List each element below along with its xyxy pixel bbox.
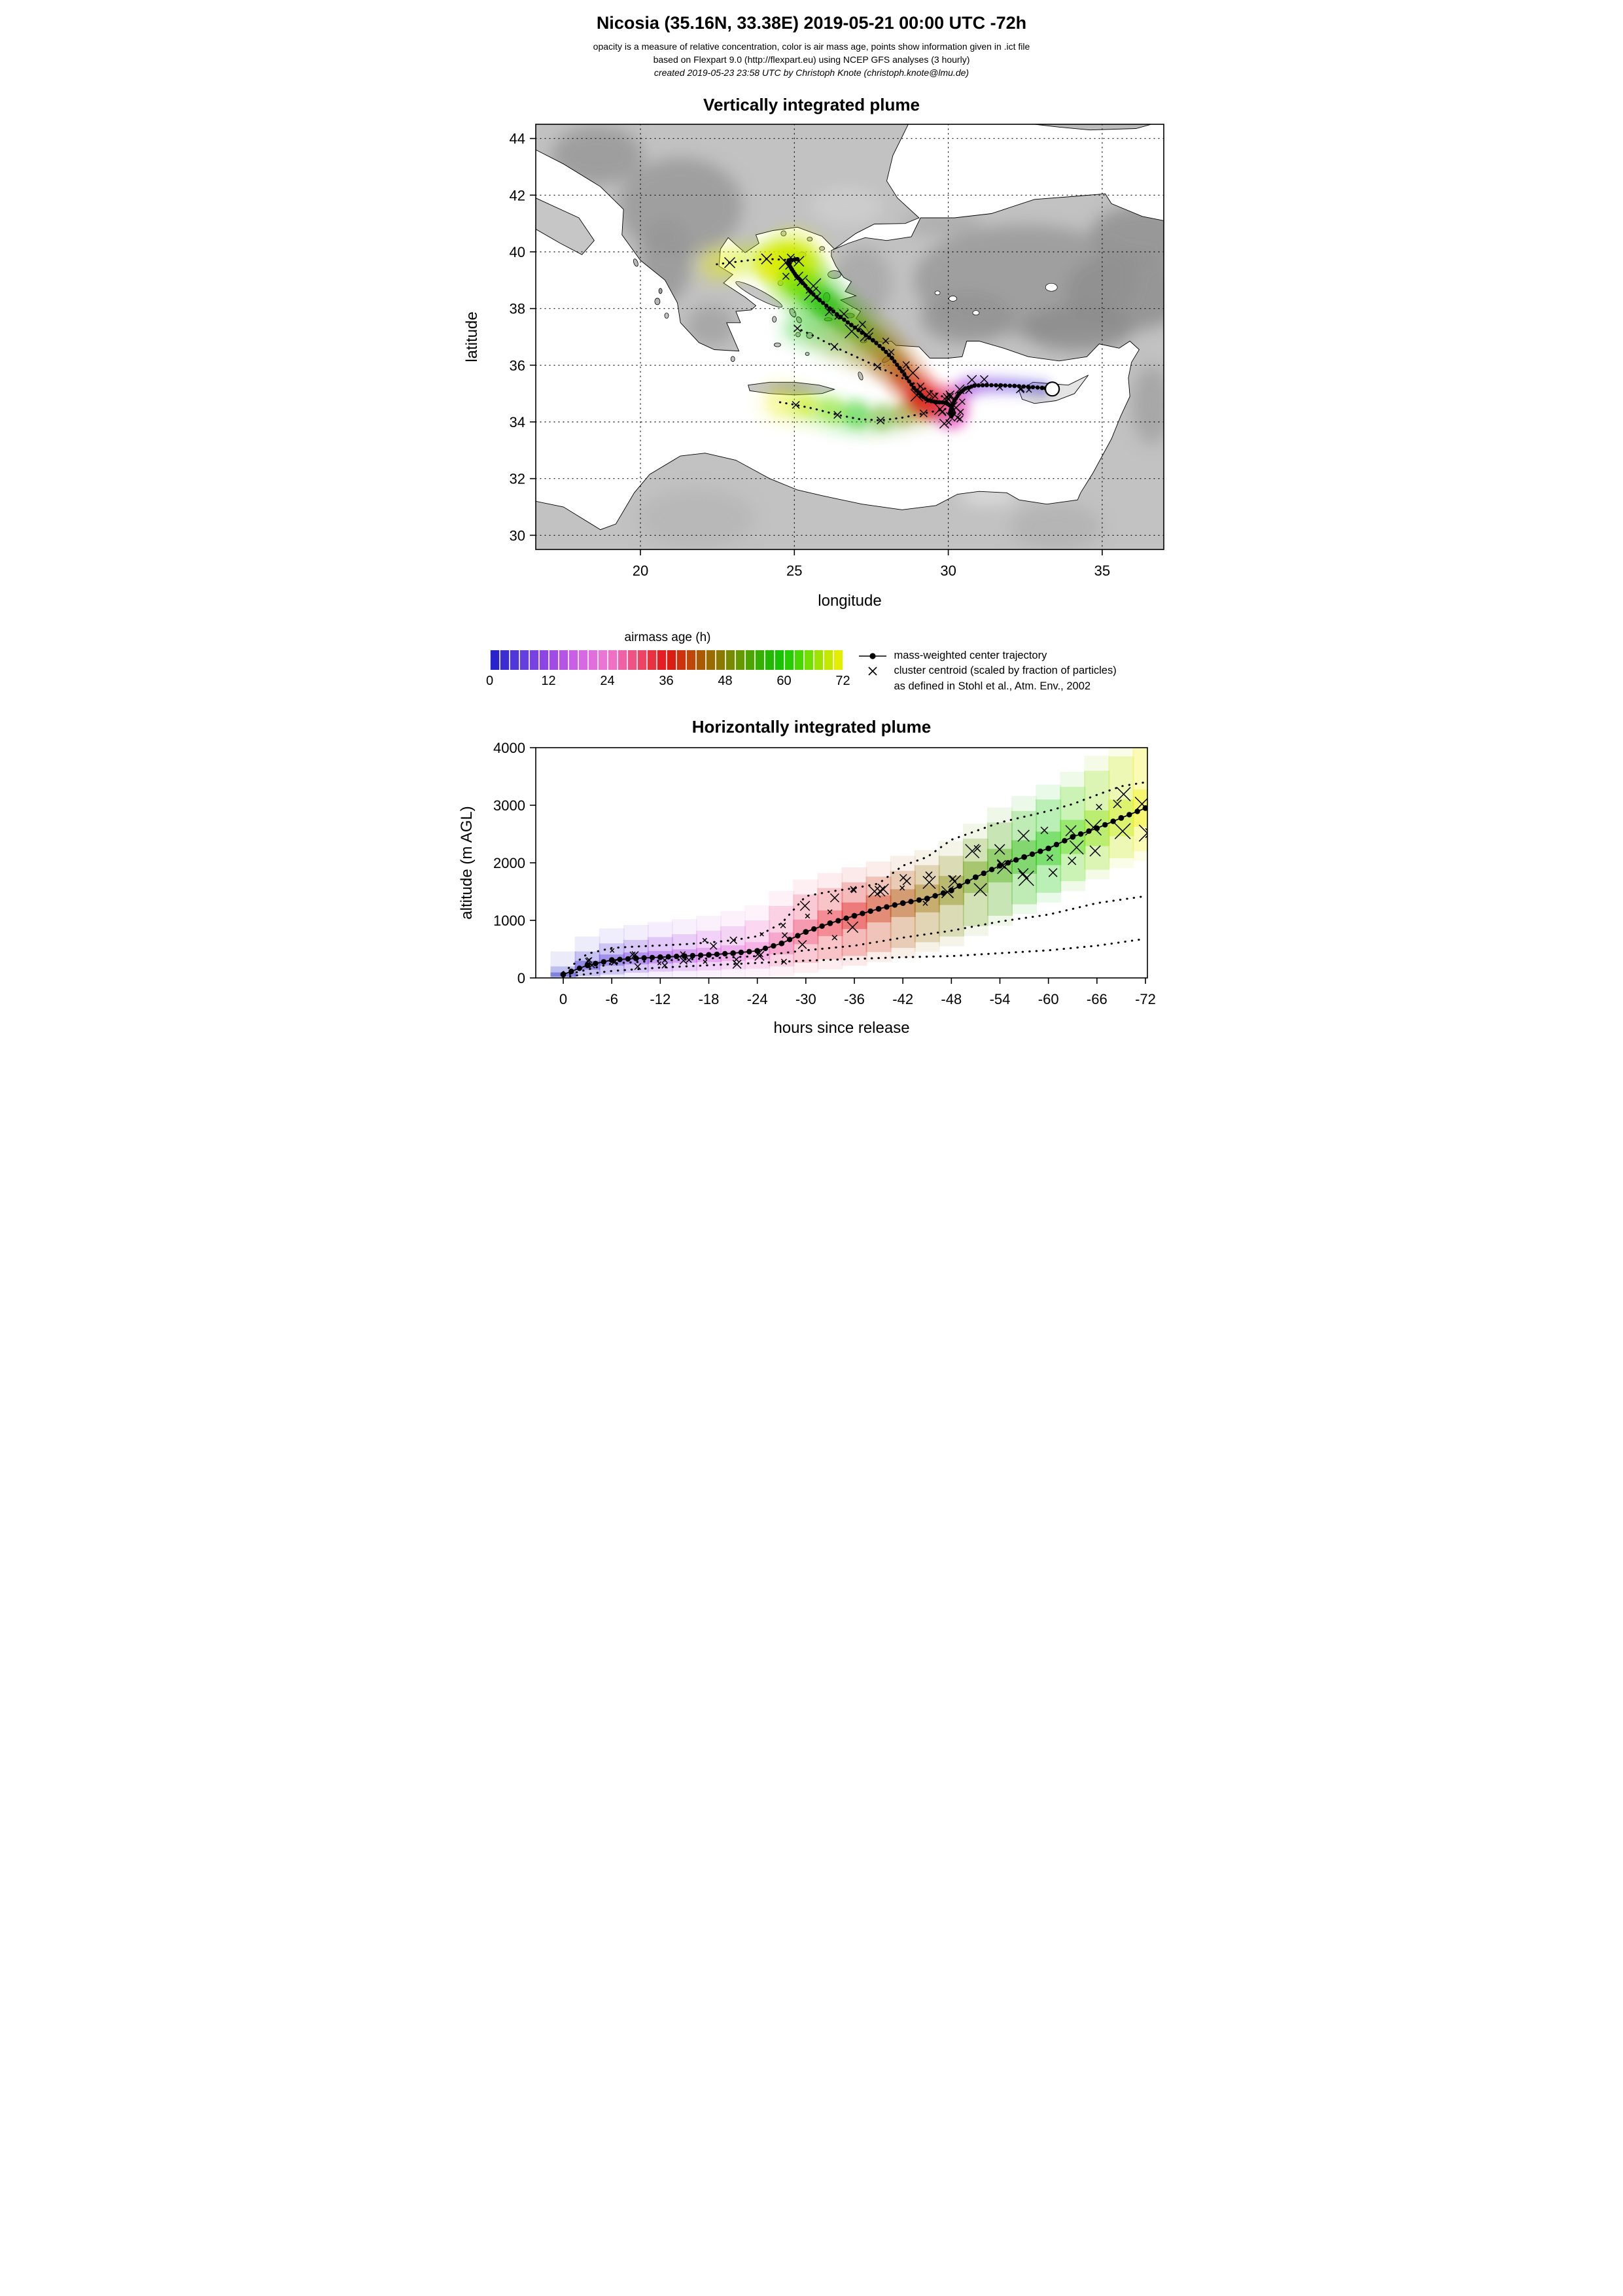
- svg-text:34: 34: [509, 414, 525, 430]
- svg-text:-36: -36: [844, 991, 865, 1007]
- svg-text:35: 35: [1094, 563, 1109, 579]
- profile-axes: 0 -6 -12 -18 -24 -30 -36 -42 -48 -54 -60 -66 -72 0 100…: [458, 740, 1156, 1037]
- cluster-centroid-x-icon: [867, 667, 877, 676]
- figure-page: Nicosia (35.16N, 33.38E) 2019-05-21 00:0…: [452, 0, 1172, 1066]
- svg-text:-66: -66: [1086, 991, 1107, 1007]
- svg-text:-60: -60: [1038, 991, 1058, 1007]
- colorbar-tick-label: 24: [600, 674, 615, 688]
- lakes: [934, 283, 1058, 316]
- profile-center-trajectory: [560, 805, 1147, 978]
- svg-text:-72: -72: [1135, 991, 1156, 1007]
- colorbar: [490, 650, 843, 670]
- legend-item-reference: as defined in Stohl et al., Atm. Env., 2…: [894, 680, 1117, 693]
- figure-subtitle-2: based on Flexpart 9.0 (http://flexpart.e…: [653, 54, 970, 65]
- colorbar-title: airmass age (h): [624, 631, 711, 644]
- figure-subtitle-1: opacity is a measure of relative concent…: [593, 41, 1030, 52]
- colorbar-block: airmass age (h) 0 12 24 36 48 60 72: [486, 631, 850, 691]
- trajectory-line-dot-icon: [858, 653, 886, 659]
- svg-text:42: 42: [509, 187, 525, 203]
- profile-section-title: Horizontally integrated plume: [691, 717, 932, 737]
- profile-dotted-envelopes: [562, 781, 1146, 979]
- legend-label-reference: as defined in Stohl et al., Atm. Env., 2…: [894, 680, 1091, 692]
- profile-xlabel: hours since release: [773, 1019, 909, 1037]
- svg-text:-48: -48: [941, 991, 962, 1007]
- svg-text:36: 36: [509, 357, 525, 374]
- svg-text:-6: -6: [605, 991, 618, 1007]
- svg-text:2000: 2000: [493, 855, 525, 871]
- map-xlabel: longitude: [818, 592, 881, 610]
- legend-item-trajectory: mass-weighted center trajectory: [858, 649, 1117, 663]
- svg-text:-24: -24: [746, 991, 767, 1007]
- map-axes: 20 25 30 35 30 32 34 36 38 40 42 44 longitude latitud…: [463, 124, 1164, 610]
- svg-text:32: 32: [509, 471, 525, 487]
- svg-text:-42: -42: [892, 991, 913, 1007]
- colorbar-tick-label: 0: [485, 674, 494, 688]
- profile-plot-area: [550, 748, 1147, 979]
- colorbar-ticks: 0 12 24 36 48 60 72: [486, 674, 850, 691]
- map-section-title: Vertically integrated plume: [703, 95, 920, 114]
- svg-text:-18: -18: [698, 991, 719, 1007]
- release-point-marker: [1044, 381, 1060, 397]
- colorbar-tick-label: 12: [541, 674, 556, 688]
- svg-text:3000: 3000: [493, 797, 525, 814]
- svg-text:-12: -12: [650, 991, 671, 1007]
- svg-text:0: 0: [517, 970, 525, 986]
- map-cluster-centroids: [724, 253, 1032, 429]
- svg-text:-30: -30: [795, 991, 816, 1007]
- legend-label-trajectory: mass-weighted center trajectory: [894, 650, 1047, 661]
- colorbar-legend-row: airmass age (h) 0 12 24 36 48 60 72 mass-weigh…: [452, 631, 1172, 695]
- legend-item-centroid: cluster centroid (scaled by fraction of …: [858, 664, 1117, 678]
- svg-text:44: 44: [509, 131, 525, 147]
- colorbar-tick-label: 72: [835, 674, 850, 688]
- svg-text:30: 30: [509, 527, 525, 544]
- map-legend: mass-weighted center trajectory cluster …: [858, 648, 1117, 695]
- profile-ylabel: altitude (m AGL): [458, 807, 476, 920]
- colorbar-tick-label: 60: [777, 674, 792, 688]
- map-plot-area: [535, 124, 1164, 549]
- svg-text:-54: -54: [989, 991, 1010, 1007]
- map-chart: 20 25 30 35 30 32 34 36 38 40 42 44 longitude latitud…: [463, 124, 1164, 610]
- colorbar-tick-label: 48: [718, 674, 733, 688]
- svg-text:0: 0: [559, 991, 567, 1007]
- figure-created-line: created 2019-05-23 23:58 UTC by Christop…: [654, 67, 969, 78]
- svg-text:40: 40: [509, 244, 525, 260]
- svg-text:38: 38: [509, 301, 525, 317]
- legend-label-centroid: cluster centroid (scaled by fraction of …: [894, 665, 1117, 677]
- colorbar-tick-label: 36: [659, 674, 674, 688]
- profile-plume-bands: [550, 748, 1147, 979]
- svg-text:4000: 4000: [493, 740, 525, 756]
- figure-header: Nicosia (35.16N, 33.38E) 2019-05-21 00:0…: [452, 13, 1172, 78]
- profile-chart: 0 -6 -12 -18 -24 -30 -36 -42 -48 -54 -60 -66 -72 0 100…: [458, 740, 1156, 1037]
- dotted-branch-trajectories: [712, 258, 946, 422]
- svg-text:20: 20: [632, 563, 648, 579]
- figure-title: Nicosia (35.16N, 33.38E) 2019-05-21 00:0…: [596, 13, 1027, 33]
- svg-text:25: 25: [786, 563, 802, 579]
- svg-text:30: 30: [940, 563, 956, 579]
- map-ylabel: latitude: [463, 311, 481, 362]
- svg-text:1000: 1000: [493, 913, 525, 929]
